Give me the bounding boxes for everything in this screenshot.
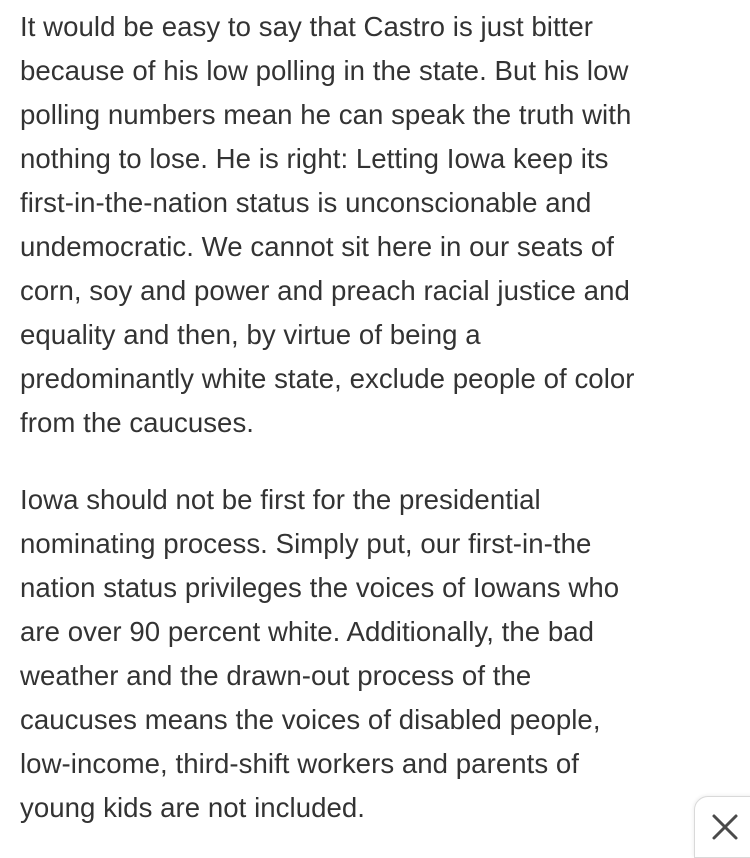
text-line: caucuses means the voices of disabled pe… [20,704,601,735]
text-line: are over 90 percent white. Additionally,… [20,616,595,647]
article-body: It would be easy to say that Castro is j… [20,5,745,830]
text-line: because of his low polling in the state.… [20,55,629,86]
text-line: weather and the drawn-out process of the [20,660,532,691]
text-line: polling numbers mean he can speak the tr… [20,99,632,130]
text-line: young kids are not included. [20,792,366,823]
text-line: nothing to lose. He is right: Letting Io… [20,143,609,174]
text-line: nation status privileges the voices of I… [20,572,620,603]
close-button[interactable] [694,796,750,858]
text-line: Iowa should not be first for the preside… [20,484,541,515]
text-line: corn, soy and power and preach racial ju… [20,275,630,306]
paragraph-spacer [20,445,745,478]
text-line: from the caucuses. [20,407,255,438]
text-line: predominantly white state, exclude peopl… [20,363,635,394]
article-paragraph-2: Iowa should not be first for the preside… [20,478,745,830]
article-paragraph-1: It would be easy to say that Castro is j… [20,5,745,445]
text-line: undemocratic. We cannot sit here in our … [20,231,614,262]
text-line: low-income, third-shift workers and pare… [20,748,579,779]
text-line: equality and then, by virtue of being a [20,319,481,350]
text-line: It would be easy to say that Castro is j… [20,11,594,42]
text-line: first-in-the-nation status is unconscion… [20,187,592,218]
close-icon [712,814,738,840]
text-line: nominating process. Simply put, our firs… [20,528,592,559]
